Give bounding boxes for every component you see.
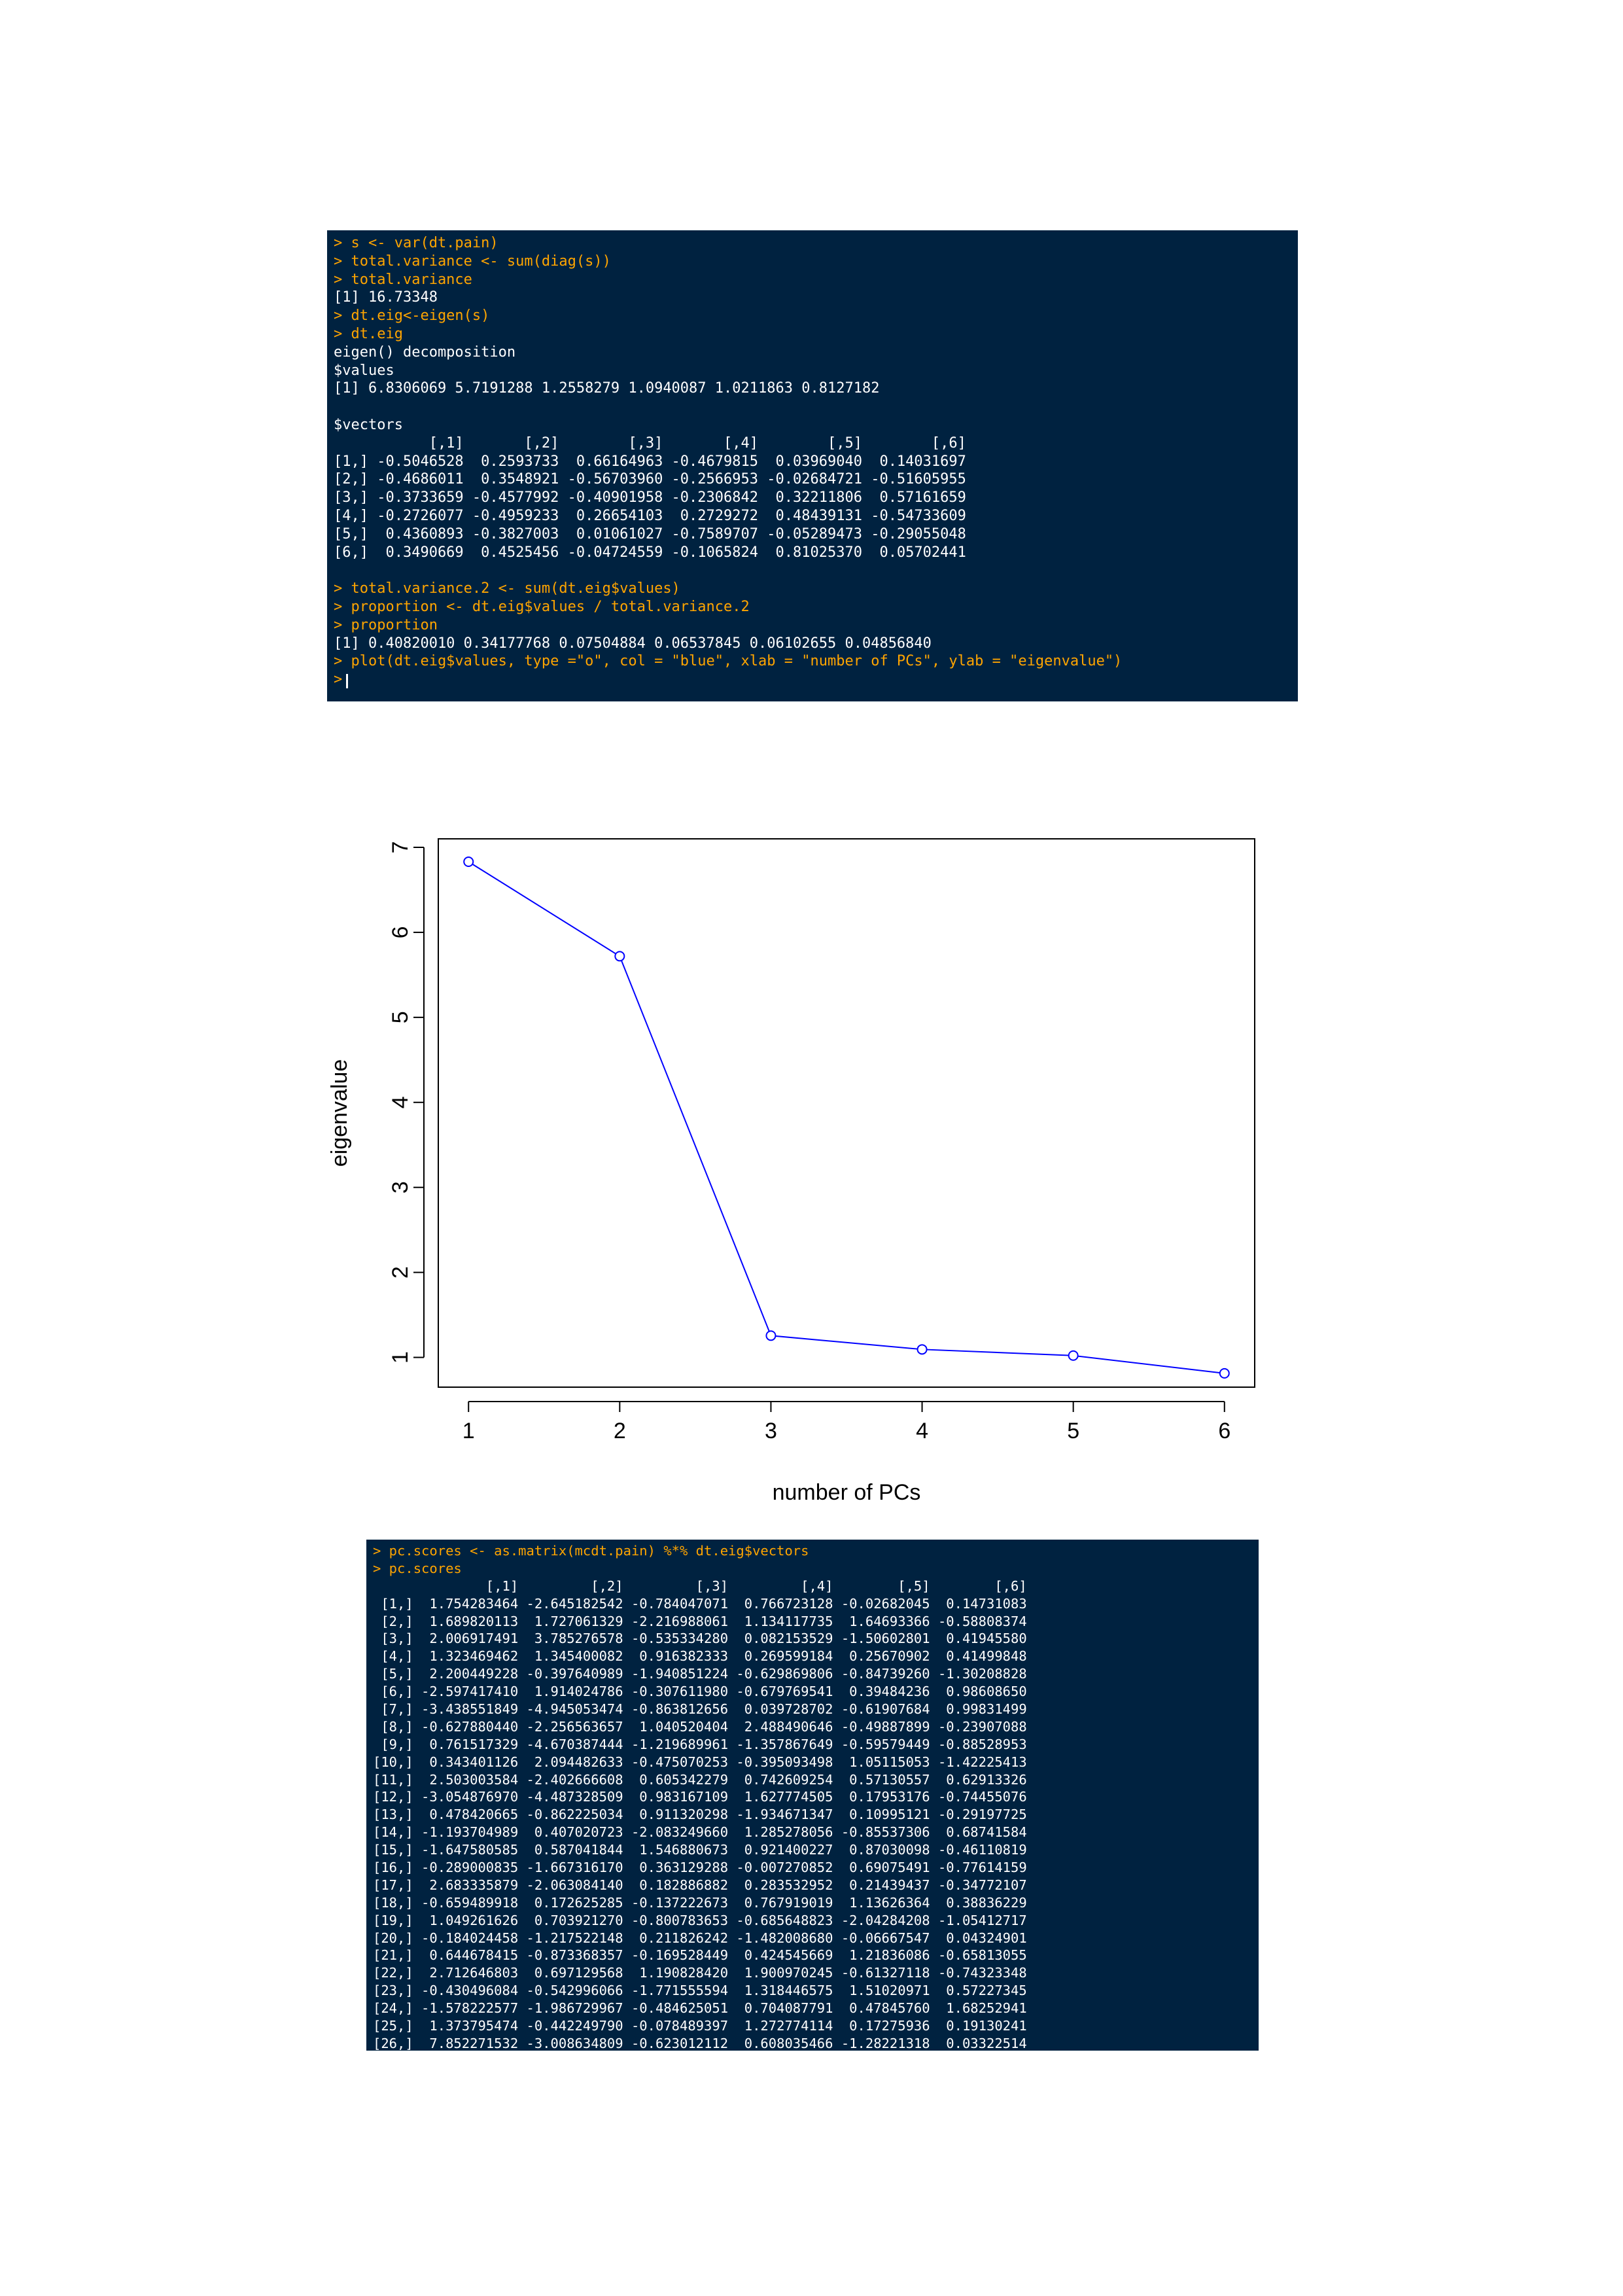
console-command-line: > proportion <- dt.eig$values / total.va…	[334, 598, 750, 615]
console-output-line	[334, 398, 1291, 416]
console-output-line: [5,] 2.200449228 -0.397640989 -1.9408512…	[373, 1666, 1027, 1682]
console-output-line: [22,] 2.712646803 0.697129568 1.19082842…	[373, 1965, 1027, 1981]
console-output-line: [14,] -1.193704989 0.407020723 -2.083249…	[373, 1824, 1027, 1841]
console-output-line: [16,] -0.289000835 -1.667316170 0.363129…	[373, 1860, 1027, 1876]
console-output-line: [1] 0.40820010 0.34177768 0.07504884 0.0…	[334, 635, 932, 652]
console-output-line: [4,] -0.2726077 -0.4959233 0.26654103 0.…	[334, 507, 966, 524]
data-point	[1068, 1350, 1079, 1361]
data-point	[1219, 1368, 1230, 1379]
console-output-line: [18,] -0.659489918 0.172625285 -0.137222…	[373, 1894, 1027, 1911]
x-tick-label: 3	[765, 1419, 777, 1443]
console-command-line: > pc.scores <- as.matrix(mcdt.pain) %*% …	[373, 1543, 809, 1559]
console-command-line: > pc.scores	[373, 1560, 462, 1576]
console-output-line: [1] 16.73348	[334, 289, 438, 306]
data-point	[765, 1330, 777, 1341]
y-tick-label: 7	[388, 841, 413, 854]
console-command-line: > s <- var(dt.pain)	[334, 235, 498, 251]
console-output-line: [1,] -0.5046528 0.2593733 0.66164963 -0.…	[334, 453, 966, 470]
console-output-line: [21,] 0.644678415 -0.873368357 -0.169528…	[373, 1947, 1027, 1964]
console-command-line: > proportion	[334, 616, 438, 633]
console-output-line: [26,] 7.852271532 -3.008634809 -0.623012…	[373, 2035, 1027, 2051]
console-output-line: [19,] 1.049261626 0.703921270 -0.8007836…	[373, 1912, 1027, 1928]
console-output-line: [8,] -0.627880440 -2.256563657 1.0405204…	[373, 1718, 1027, 1735]
x-tick-label: 2	[614, 1419, 626, 1443]
console-output-line	[334, 561, 1291, 580]
console-output-line: [24,] -1.578222577 -1.986729967 -0.48462…	[373, 2000, 1027, 2017]
console-command-line: > total.variance	[334, 271, 472, 288]
data-point	[463, 857, 474, 868]
text-cursor	[346, 673, 349, 688]
console-output-line: [17,] 2.683335879 -2.063084140 0.1828868…	[373, 1877, 1027, 1893]
console-output-line: [12,] -3.054876970 -4.487328509 0.983167…	[373, 1789, 1027, 1805]
x-tick-label: 1	[462, 1419, 475, 1443]
console-output-line: [20,] -0.184024458 -1.217522148 0.211826…	[373, 1930, 1027, 1946]
console-output-line: $values	[334, 362, 394, 379]
console-output-line: [1] 6.8306069 5.7191288 1.2558279 1.0940…	[334, 380, 880, 397]
y-tick-label: 2	[388, 1266, 413, 1279]
r-console-bottom[interactable]: > pc.scores <- as.matrix(mcdt.pain) %*% …	[366, 1540, 1259, 2051]
y-tick-label: 6	[388, 926, 413, 938]
console-command-line: > plot(dt.eig$values, type ="o", col = "…	[334, 653, 1123, 670]
data-point	[916, 1344, 928, 1355]
console-output-line: [3,] 2.006917491 3.785276578 -0.53533428…	[373, 1631, 1027, 1647]
console-output-line: eigen() decomposition	[334, 344, 516, 361]
console-output-line: [,1] [,2] [,3] [,4] [,5] [,6]	[334, 434, 966, 451]
console-output-line: [23,] -0.430496084 -0.542996066 -1.77155…	[373, 1983, 1027, 1999]
console-output-line: [13,] 0.478420665 -0.862225034 0.9113202…	[373, 1807, 1027, 1823]
x-axis-label: number of PCs	[773, 1480, 921, 1505]
console-command-line: > total.variance <- sum(diag(s))	[334, 253, 611, 270]
console-output-line: [5,] 0.4360893 -0.3827003 0.01061027 -0.…	[334, 525, 966, 542]
console-command-line: > total.variance.2 <- sum(dt.eig$values)	[334, 580, 680, 597]
x-axis: 1 2 3 4 5 6	[462, 1401, 1230, 1443]
eigenvalue-line	[468, 861, 1225, 1374]
data-point	[614, 951, 625, 962]
y-tick-label: 5	[388, 1011, 413, 1023]
console-output-line: [7,] -3.438551849 -4.945053474 -0.863812…	[373, 1701, 1027, 1718]
y-axis: 1 2 3 4 5 6 7	[388, 841, 425, 1364]
console-output-line: [6,] -2.597417410 1.914024786 -0.3076119…	[373, 1684, 1027, 1700]
plot-frame	[438, 838, 1255, 1388]
y-tick-label: 4	[388, 1096, 413, 1108]
console-output-line: [4,] 1.323469462 1.345400082 0.916382333…	[373, 1648, 1027, 1665]
eigenvalue-points	[463, 857, 1230, 1379]
r-console-top[interactable]: > s <- var(dt.pain) > total.variance <- s…	[327, 230, 1298, 701]
x-tick-label: 4	[916, 1419, 928, 1443]
console-output-line: [15,] -1.647580585 0.587041844 1.5468806…	[373, 1842, 1027, 1858]
console-output-line: [10,] 0.343401126 2.094482633 -0.4750702…	[373, 1754, 1027, 1770]
console-output-line: [2,] -0.4686011 0.3548921 -0.56703960 -0…	[334, 471, 966, 488]
console-prompt[interactable]: >	[334, 671, 343, 688]
y-axis-label: eigenvalue	[327, 1059, 352, 1167]
y-tick-label: 1	[388, 1351, 413, 1364]
console-output-line: [2,] 1.689820113 1.727061329 -2.21698806…	[373, 1613, 1027, 1629]
console-output-line: [25,] 1.373795474 -0.442249790 -0.078489…	[373, 2018, 1027, 2034]
console-output-line: [1,] 1.754283464 -2.645182542 -0.7840470…	[373, 1595, 1027, 1612]
scree-plot: 1 2 3 4 5 6 1 2 3 4 5 6 7 number of PCs eigenvalue	[327, 838, 1255, 1505]
console-output-line: [3,] -0.3733659 -0.4577992 -0.40901958 -…	[334, 489, 966, 506]
console-output-line: $vectors	[334, 416, 403, 433]
y-tick-label: 3	[388, 1181, 413, 1193]
x-tick-label: 6	[1218, 1419, 1230, 1443]
console-output-line: [9,] 0.761517329 -4.670387444 -1.2196899…	[373, 1736, 1027, 1752]
console-command-line: > dt.eig<-eigen(s)	[334, 308, 490, 325]
console-output-line: [,1] [,2] [,3] [,4] [,5] [,6]	[373, 1578, 1027, 1594]
console-output-line: [11,] 2.503003584 -2.402666608 0.6053422…	[373, 1771, 1027, 1788]
console-output-line: [6,] 0.3490669 0.4525456 -0.04724559 -0.…	[334, 544, 966, 561]
x-tick-label: 5	[1067, 1419, 1079, 1443]
console-command-line: > dt.eig	[334, 325, 403, 342]
